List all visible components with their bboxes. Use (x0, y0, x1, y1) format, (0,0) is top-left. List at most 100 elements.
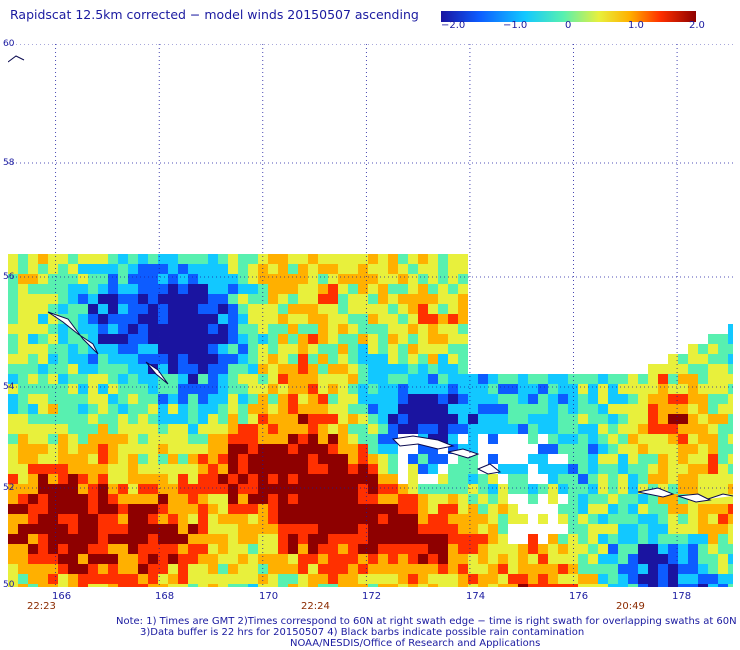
data-cell (468, 454, 478, 464)
data-cell (308, 424, 318, 434)
lon-label: 178 (672, 591, 692, 602)
data-cell (458, 424, 468, 434)
data-cell (8, 524, 18, 534)
data-cell (218, 264, 228, 274)
data-cell (528, 394, 538, 404)
data-cell (558, 394, 568, 404)
data-cell (178, 364, 188, 374)
data-cell (638, 554, 648, 564)
data-cell (348, 464, 358, 474)
data-cell (358, 374, 368, 384)
data-cell (308, 314, 318, 324)
data-cell (458, 484, 468, 494)
data-cell (418, 574, 428, 584)
data-cell (418, 264, 428, 274)
data-cell (248, 584, 258, 587)
data-cell (658, 554, 668, 564)
data-cell (328, 444, 338, 454)
data-cell (168, 574, 178, 584)
data-cell (428, 344, 438, 354)
data-cell (358, 414, 368, 424)
data-cell (388, 474, 398, 484)
data-cell (168, 294, 178, 304)
data-cell (398, 404, 408, 414)
data-cell (28, 544, 38, 554)
data-cell (608, 474, 618, 484)
data-cell (48, 354, 58, 364)
data-cell (568, 504, 578, 514)
data-cell (298, 464, 308, 474)
data-cell (8, 284, 18, 294)
data-cell (118, 284, 128, 294)
data-cell (258, 534, 268, 544)
data-cell (698, 444, 708, 454)
data-cell (498, 584, 508, 587)
data-cell (608, 414, 618, 424)
data-cell (358, 324, 368, 334)
data-cell (258, 554, 268, 564)
data-cell (468, 404, 478, 414)
data-cell (248, 384, 258, 394)
data-cell (658, 424, 668, 434)
data-cell (348, 414, 358, 424)
data-cell (618, 514, 628, 524)
data-cell (448, 424, 458, 434)
data-cell (688, 434, 698, 444)
data-cell (108, 514, 118, 524)
data-cell (728, 554, 733, 564)
data-cell (718, 404, 728, 414)
data-cell (268, 314, 278, 324)
data-cell (288, 494, 298, 504)
data-cell (638, 504, 648, 514)
data-cell (468, 564, 478, 574)
data-cell (248, 454, 258, 464)
data-cell (718, 414, 728, 424)
data-cell (468, 434, 478, 444)
data-cell (268, 454, 278, 464)
data-cell (698, 564, 708, 574)
data-cell (198, 434, 208, 444)
data-cell (618, 424, 628, 434)
data-cell (318, 554, 328, 564)
data-cell (68, 314, 78, 324)
data-cell (418, 274, 428, 284)
data-cell (718, 424, 728, 434)
data-cell (108, 304, 118, 314)
data-cell (368, 554, 378, 564)
data-cell (418, 544, 428, 554)
data-cell (78, 344, 88, 354)
data-cell (8, 514, 18, 524)
data-cell (208, 584, 218, 587)
data-cell (238, 464, 248, 474)
data-cell (68, 584, 78, 587)
data-cell (128, 584, 138, 587)
data-cell (128, 554, 138, 564)
data-cell (348, 494, 358, 504)
data-cell (498, 384, 508, 394)
data-cell (308, 444, 318, 454)
data-cell (328, 554, 338, 564)
data-cell (128, 354, 138, 364)
data-cell (98, 464, 108, 474)
data-cell (598, 394, 608, 404)
data-cell (428, 444, 438, 454)
data-cell (348, 484, 358, 494)
data-cell (528, 584, 538, 587)
data-cell (578, 574, 588, 584)
wind-difference-map (8, 44, 733, 587)
data-cell (218, 324, 228, 334)
coastline (637, 487, 675, 498)
data-cell (618, 584, 628, 587)
data-cell (168, 414, 178, 424)
data-cell (468, 584, 478, 587)
data-cell (678, 514, 688, 524)
data-cell (708, 544, 718, 554)
data-cell (438, 334, 448, 344)
data-cell (638, 394, 648, 404)
data-cell (228, 364, 238, 374)
data-cell (288, 484, 298, 494)
data-cell (378, 584, 388, 587)
data-cell (678, 364, 688, 374)
data-cell (258, 254, 268, 264)
data-cell (508, 554, 518, 564)
